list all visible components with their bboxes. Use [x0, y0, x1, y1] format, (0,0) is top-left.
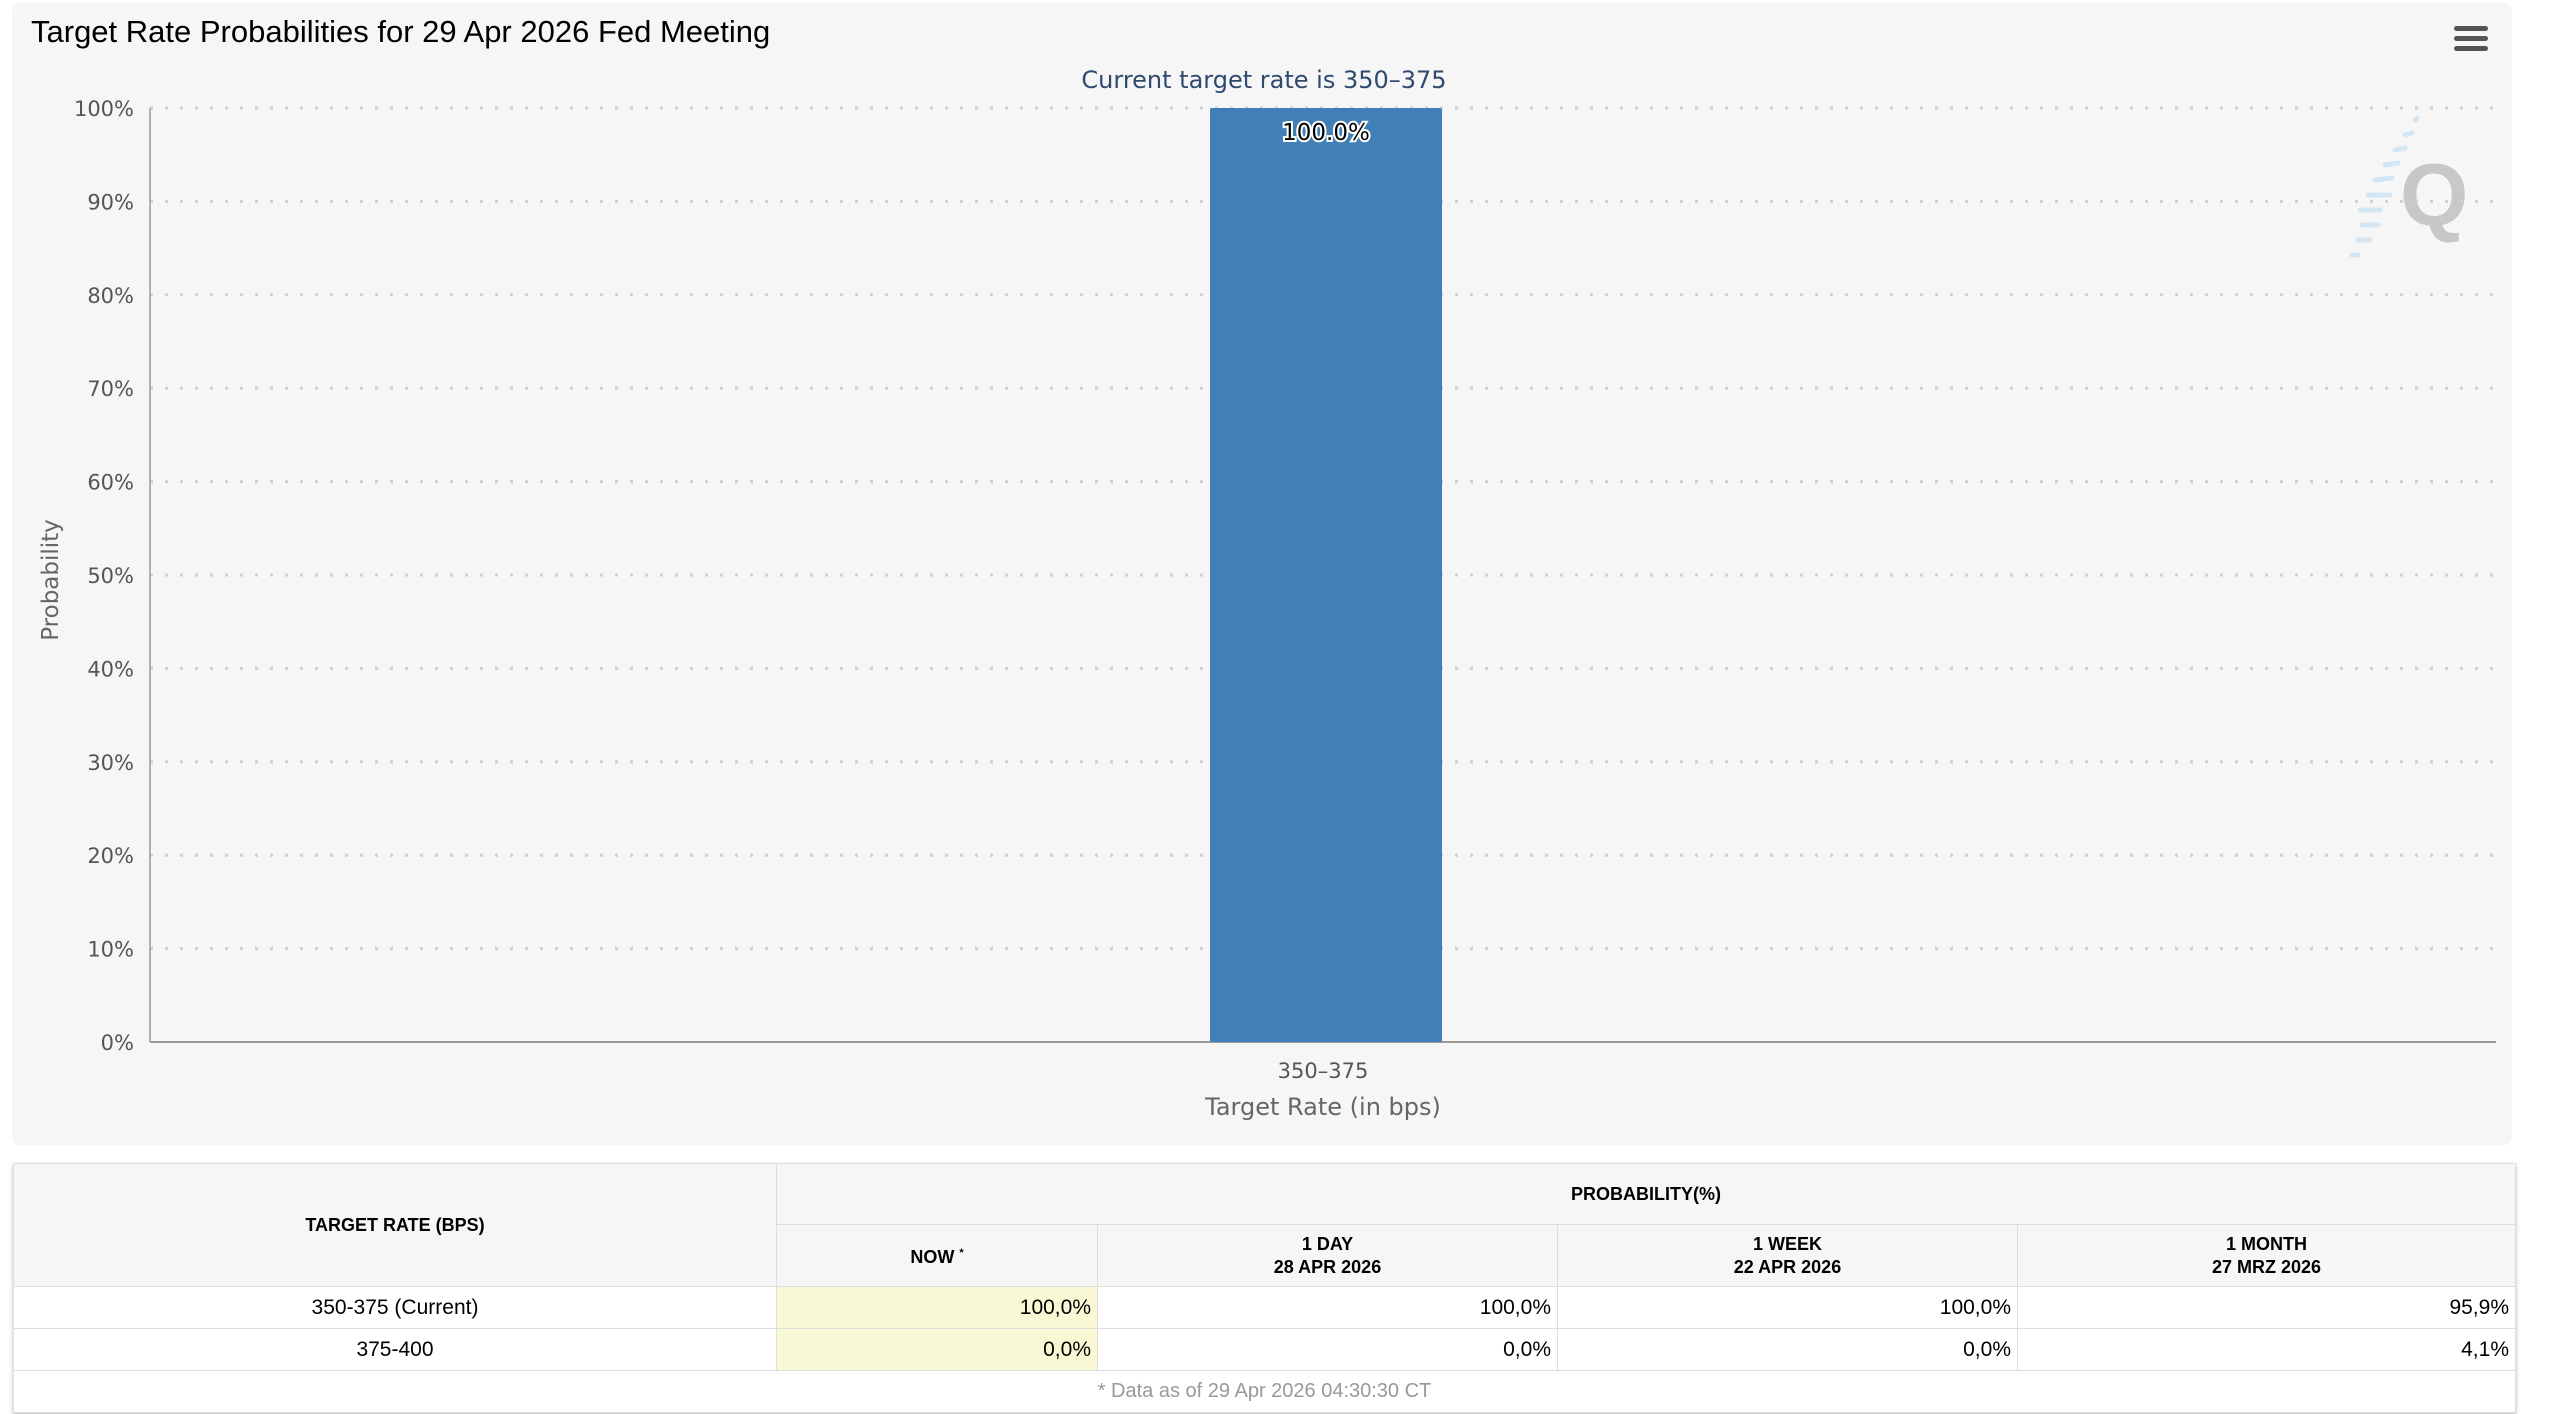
table-row: 350-375 (Current) 100,0% 100,0% 100,0% 9…: [13, 1286, 2516, 1329]
table-row: 375-400 0,0% 0,0% 0,0% 4,1%: [13, 1328, 2516, 1371]
svg-text:Q: Q: [2400, 145, 2468, 244]
bar[interactable]: [1210, 108, 1442, 1042]
data-timestamp-footnote: * Data as of 29 Apr 2026 04:30:30 CT: [13, 1370, 2516, 1413]
1-month-cell: 4,1%: [2017, 1328, 2516, 1371]
chart-title: Target Rate Probabilities for 29 Apr 202…: [31, 14, 771, 49]
y-tick-label: 60%: [87, 471, 134, 495]
y-tick-label: 70%: [87, 377, 134, 401]
y-axis-title: Probability: [38, 519, 64, 641]
y-tick-label: 20%: [87, 844, 134, 868]
1-day-cell: 100,0%: [1097, 1286, 1558, 1329]
y-tick-label: 0%: [101, 1031, 134, 1055]
now-cell: 0,0%: [776, 1328, 1098, 1371]
y-tick-label: 50%: [87, 564, 134, 588]
y-tick-label: 30%: [87, 751, 134, 775]
y-tick-label: 90%: [87, 190, 134, 214]
y-tick-label: 10%: [87, 938, 134, 962]
rate-cell: 375-400: [13, 1328, 777, 1371]
hamburger-icon[interactable]: [2454, 26, 2488, 54]
y-tick-labels: 0% 10% 20% 30% 40% 50% 60% 70% 80% 90% 100%: [74, 97, 134, 1055]
1-day-cell: 0,0%: [1097, 1328, 1558, 1371]
header-now: NOW *: [776, 1224, 1098, 1287]
1-week-cell: 100,0%: [1557, 1286, 2018, 1329]
header-1-week: 1 WEEK 22 APR 2026: [1557, 1224, 2018, 1287]
bars: 100.0% 350–375: [1210, 108, 1442, 1083]
x-axis-title: Target Rate (in bps): [1204, 1093, 1441, 1121]
probability-table: TARGET RATE (BPS) PROBABILITY(%) NOW * 1…: [13, 1163, 2516, 1413]
header-probability: PROBABILITY(%): [776, 1163, 2516, 1225]
1-month-cell: 95,9%: [2017, 1286, 2516, 1329]
1-week-cell: 0,0%: [1557, 1328, 2018, 1371]
rate-cell: 350-375 (Current): [13, 1286, 777, 1329]
header-1-day: 1 DAY 28 APR 2026: [1097, 1224, 1558, 1287]
header-target-rate: TARGET RATE (BPS): [13, 1163, 777, 1287]
y-tick-label: 100%: [74, 97, 134, 121]
x-tick-label: 350–375: [1278, 1059, 1369, 1083]
bar-chart: Q Current target rate is 350–375 0% 10% 20…: [38, 66, 2496, 1121]
bar-data-label: 100.0%: [1282, 120, 1370, 146]
y-tick-label: 80%: [87, 284, 134, 308]
chart-subtitle: Current target rate is 350–375: [1081, 66, 1446, 94]
now-cell: 100,0%: [776, 1286, 1098, 1329]
y-tick-label: 40%: [87, 657, 134, 681]
header-1-month: 1 MONTH 27 MRZ 2026: [2017, 1224, 2516, 1287]
watermark-logo: Q: [2349, 115, 2468, 258]
